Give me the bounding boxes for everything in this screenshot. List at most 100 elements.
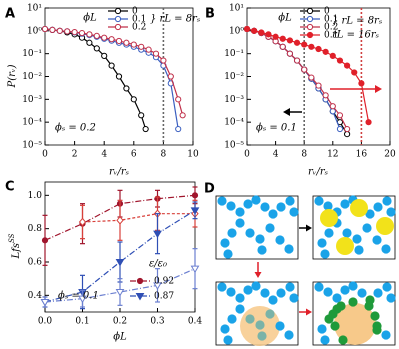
marker [115, 37, 123, 45]
marker [315, 82, 322, 89]
polymer-bead [217, 282, 227, 292]
marker [301, 41, 308, 48]
adsorbed-bead [372, 325, 382, 335]
y-tick-label: 10⁻² [224, 72, 244, 82]
series-line [44, 268, 196, 303]
legend-marker [136, 277, 144, 285]
panel-label: D [204, 182, 215, 197]
arrow-head [375, 85, 382, 93]
marker [40, 299, 50, 307]
marker [101, 34, 108, 41]
polymer-bead [235, 293, 245, 303]
panel-label: C [5, 180, 15, 195]
polymer-bead [227, 314, 237, 324]
polymer-bead [223, 249, 233, 259]
legend-marker [306, 23, 314, 31]
polymer-bead [226, 201, 236, 211]
legend-label: 0 [324, 7, 330, 17]
nanoparticle [334, 303, 376, 345]
legend-title: ϕL [278, 13, 292, 24]
marker [175, 96, 182, 103]
x-tick-label: 0 [42, 150, 48, 160]
polymer-bead [314, 196, 324, 206]
adsorbed-bead [370, 311, 380, 321]
marker [336, 57, 344, 64]
legend-label: 0.1 [132, 15, 146, 25]
marker [160, 57, 167, 64]
polymer-bead [314, 282, 324, 292]
x-tick-label: 20 [384, 150, 396, 160]
marker [130, 41, 137, 48]
marker [191, 192, 199, 199]
polymer-bead [235, 218, 245, 228]
polymer-bead [332, 293, 342, 303]
arrow-head [254, 272, 262, 278]
polymer-bead [255, 320, 265, 330]
y-axis-label: P(rᵥ) [7, 64, 18, 88]
polymer-bead [357, 288, 367, 298]
x-tick-label: 0.2 [113, 317, 127, 327]
x-tick-label: 0.4 [188, 317, 203, 327]
y-tick-label: 10⁻⁵ [22, 141, 42, 151]
marker [365, 119, 372, 126]
polymer-bead [284, 244, 294, 254]
annotation: ϕₛ = 0.1 [256, 123, 297, 134]
legend-label: 0.1 [324, 15, 338, 25]
legend-label: 0.1 [324, 31, 338, 41]
polymer-bead [354, 245, 364, 255]
marker [315, 45, 322, 53]
marker [153, 230, 162, 239]
x-tick-label: 10 [187, 150, 199, 160]
y-tick-label: 10¹ [229, 4, 244, 14]
void [336, 237, 354, 255]
marker [123, 39, 130, 46]
y-tick-label: 0.8 [28, 224, 43, 234]
adsorbed-bead [348, 297, 358, 307]
marker [64, 28, 71, 35]
marker [272, 33, 279, 40]
polymer-bead [320, 249, 330, 259]
marker [142, 125, 149, 133]
polymer-bead [227, 228, 237, 238]
marker [86, 31, 93, 38]
marker [308, 74, 315, 81]
marker [322, 48, 329, 55]
x-tick-label: 8 [301, 150, 307, 160]
polymer-bead [289, 207, 299, 217]
polymer-bead [255, 234, 265, 244]
marker [56, 27, 63, 34]
polymer-bead [217, 196, 227, 206]
marker [116, 216, 124, 225]
adsorbed-bead [336, 301, 346, 311]
polymer-bead [265, 309, 275, 319]
x-tick-label: 0.0 [38, 317, 53, 327]
x-tick-label: 0.3 [150, 317, 165, 327]
x-axis-label: ϕL [113, 332, 127, 343]
y-tick-label: 10⁻² [22, 72, 42, 82]
legend-note: } rL = 8rₛ [150, 14, 200, 25]
polymer-bead [268, 209, 278, 219]
polymer-bead [284, 330, 294, 340]
marker [322, 92, 329, 99]
series-line [246, 28, 370, 123]
polymer-bead [382, 282, 392, 292]
x-tick-label: 6 [131, 150, 137, 160]
series-line [82, 213, 195, 223]
marker [286, 37, 293, 44]
marker [138, 43, 145, 50]
marker [115, 259, 125, 267]
marker [130, 96, 137, 103]
polymer-bead [276, 202, 286, 212]
y-tick-label: 10⁻⁵ [224, 141, 244, 151]
polymer-bead [235, 207, 245, 217]
polymer-bead [382, 196, 392, 206]
polymer-bead [245, 314, 255, 324]
panel-label: B [205, 7, 215, 22]
legend-marker [306, 31, 314, 39]
polymer-bead [373, 288, 383, 298]
annotation: ϕₛ = 0.1 [58, 291, 99, 302]
polymer-bead [243, 199, 253, 209]
legend-label: 0.2 [132, 23, 146, 33]
marker [108, 62, 115, 69]
